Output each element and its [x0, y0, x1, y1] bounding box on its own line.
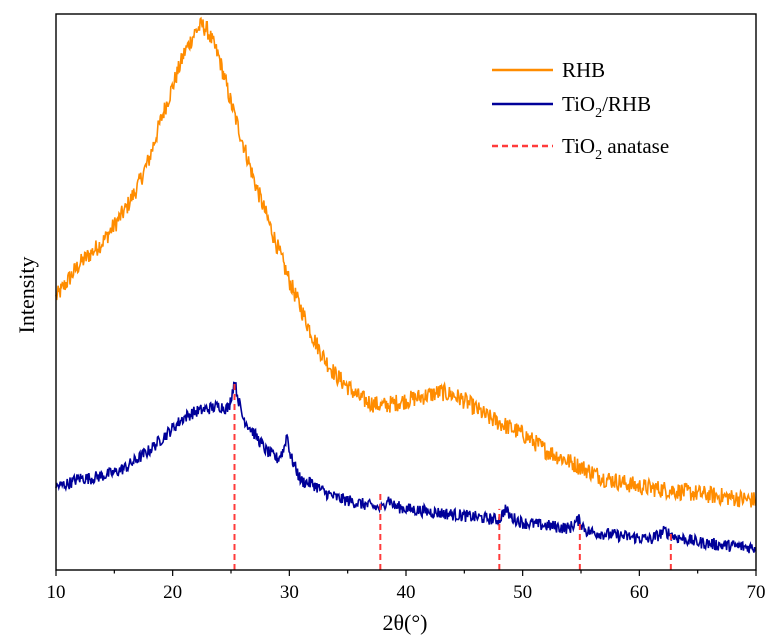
x-tick-label: 30	[280, 582, 299, 603]
x-tick-label: 60	[630, 582, 649, 603]
legend-label-tio2-anatase: TiO2 anatase	[562, 134, 669, 163]
x-tick-label: 50	[513, 582, 532, 603]
legend-label-tio2-rhb: TiO2/RHB	[562, 92, 651, 121]
series-rhb	[55, 16, 757, 508]
series-line-rhb	[55, 16, 757, 508]
series-tio2-rhb	[55, 381, 757, 554]
legend-item-tio2-rhb: TiO2/RHB	[492, 92, 651, 121]
axes: 10 20 30 40 50 60 70	[47, 13, 766, 603]
x-tick-label: 40	[397, 582, 416, 603]
legend: RHB TiO2/RHB TiO2 anatase	[492, 58, 669, 163]
reference-lines	[233, 380, 672, 570]
x-axis-title: 2θ(°)	[383, 610, 428, 635]
x-tick-label: 20	[163, 582, 182, 603]
y-axis-title: Intensity	[14, 257, 39, 334]
x-tick-label: 70	[747, 582, 766, 603]
plot-area	[55, 16, 757, 554]
x-tick-label: 10	[47, 582, 66, 603]
series-line-tio2-rhb	[55, 381, 757, 554]
legend-item-rhb: RHB	[492, 58, 605, 82]
legend-label-rhb: RHB	[562, 58, 605, 82]
legend-item-tio2-anatase: TiO2 anatase	[492, 134, 669, 163]
